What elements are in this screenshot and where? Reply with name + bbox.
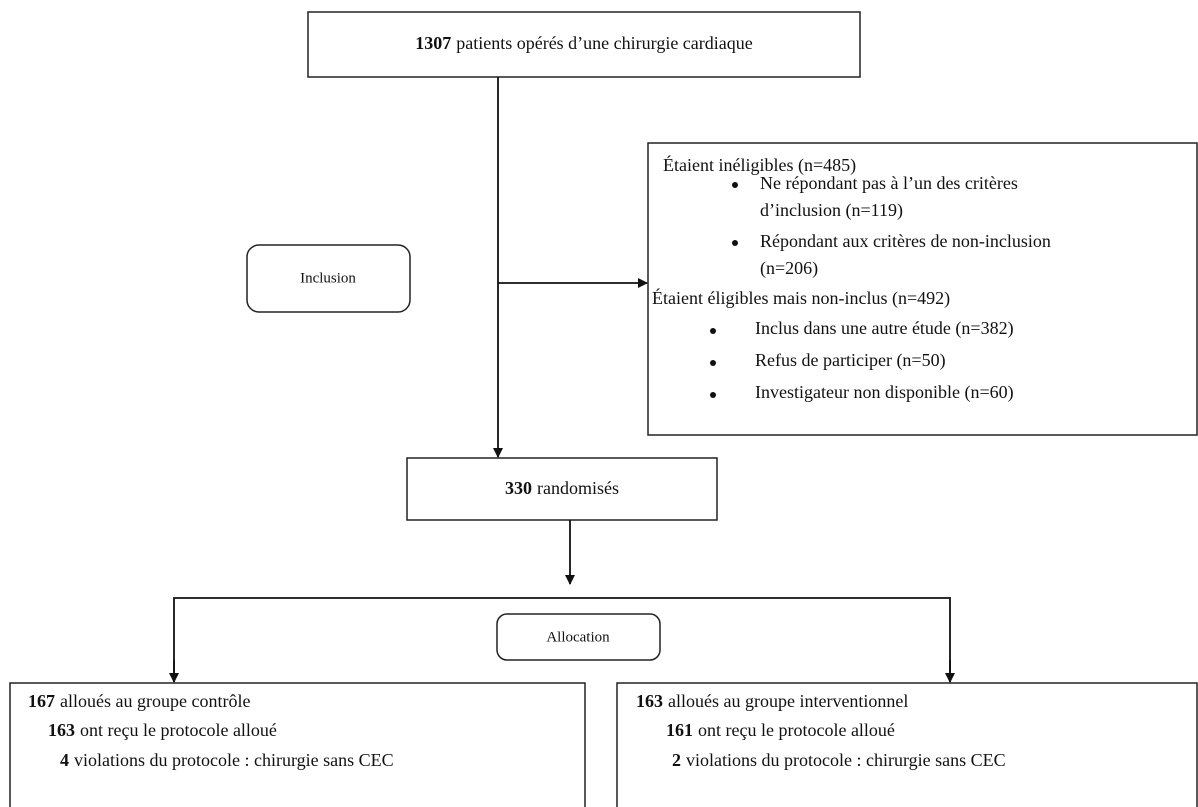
item: Refus de participer (n=50) (755, 350, 946, 371)
top-box (307, 11, 861, 78)
count: 330 (505, 478, 532, 498)
bullet (732, 182, 738, 188)
exclusion-title: Étaient éligibles mais non-inclus (n=492… (652, 287, 950, 309)
count: 1307 (415, 33, 451, 53)
label: alloués au groupe interventionnel (668, 691, 908, 711)
label: ont reçu le protocole alloué (80, 720, 277, 740)
split-line (173, 597, 951, 682)
item: Investigateur non disponible (n=60) (755, 382, 1014, 403)
bullet (710, 392, 716, 398)
group-text: 4 violations du protocole : chirurgie san… (60, 750, 394, 770)
count: 163 (636, 691, 663, 711)
item: d’inclusion (n=119) (760, 200, 903, 221)
randomized-text: 330 randomisés (505, 478, 619, 498)
count: 2 (672, 750, 681, 770)
bullet (710, 360, 716, 366)
group-text: 163 ont reçu le protocole alloué (48, 720, 277, 740)
group-text: 2 violations du protocole : chirurgie san… (672, 750, 1006, 770)
randomized-box (406, 457, 718, 521)
stage-label: Allocation (546, 629, 610, 645)
stage-label: Inclusion (300, 270, 356, 286)
group-box (9, 682, 586, 807)
group-box (616, 682, 1198, 807)
count: 4 (60, 750, 69, 770)
label: ont reçu le protocole alloué (698, 720, 895, 740)
stage-box (496, 613, 661, 661)
bullet (710, 328, 716, 334)
label: alloués au groupe contrôle (60, 691, 250, 711)
count: 163 (48, 720, 75, 740)
item: Répondant aux critères de non-inclusion (760, 231, 1051, 251)
item: (n=206) (760, 258, 818, 279)
exclusion-box (647, 142, 1198, 436)
top-text: 1307 patients opérés d’une chirurgie card… (415, 33, 753, 53)
label: violations du protocole : chirurgie sans… (74, 750, 394, 770)
group-text: 167 alloués au groupe contrôle (28, 691, 250, 711)
stage-box (246, 244, 411, 313)
exclusion-title: Étaient inéligibles (n=485) (663, 154, 856, 176)
label: violations du protocole : chirurgie sans… (686, 750, 1006, 770)
item: Inclus dans une autre étude (n=382) (755, 318, 1014, 339)
group-text: 161 ont reçu le protocole alloué (666, 720, 895, 740)
item: Ne répondant pas à l’un des critères (760, 173, 1018, 193)
count: 161 (666, 720, 693, 740)
bullet (732, 240, 738, 246)
label: randomisés (537, 478, 619, 498)
count: 167 (28, 691, 55, 711)
label: patients opérés d’une chirurgie cardiaqu… (456, 33, 753, 53)
group-text: 163 alloués au groupe interventionnel (636, 691, 908, 711)
